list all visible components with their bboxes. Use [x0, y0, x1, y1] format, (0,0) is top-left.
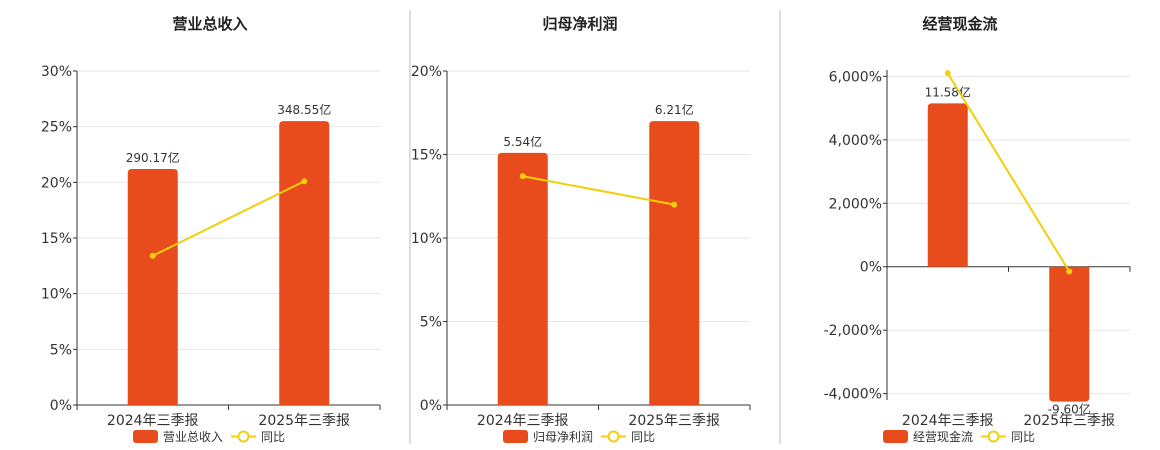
y-tick-label: -2,000% — [824, 323, 882, 339]
legend-line-marker — [237, 430, 250, 443]
bar[interactable] — [649, 121, 700, 405]
bar-data-label: 6.21亿 — [655, 102, 694, 117]
y-tick-label: 20% — [411, 64, 442, 80]
x-category-label: 2025年三季报 — [258, 413, 350, 429]
chart-title: 经营现金流 — [922, 15, 997, 33]
yoy-point[interactable] — [671, 201, 678, 208]
y-tick-label: 15% — [41, 231, 72, 247]
legend: 经营现金流 同比 — [883, 429, 1035, 444]
y-tick-label: 5% — [420, 315, 442, 331]
x-category-label: 2025年三季报 — [1023, 413, 1115, 429]
legend-line-marker — [607, 430, 620, 443]
x-category-label: 2024年三季报 — [477, 413, 569, 429]
chart-title: 归母净利润 — [542, 15, 617, 33]
bar[interactable] — [927, 103, 968, 267]
legend-line-label: 同比 — [631, 430, 655, 444]
legend: 营业总收入 同比 — [133, 430, 285, 444]
yoy-line — [946, 72, 1071, 273]
y-tick-label: 6,000% — [829, 69, 882, 85]
yoy-point[interactable] — [149, 252, 156, 259]
chart-panel-3: 经营现金流 -4,000% -2,000% 0% 2,000% 4,000% 6,000% 1… — [824, 15, 1131, 444]
legend-bar-label: 经营现金流 — [913, 429, 973, 444]
yoy-point[interactable] — [944, 70, 951, 77]
chart-panel-2: 归母净利润 0% 5% 10% 15% 20% 5.54亿 6.21亿 2024年三季报 2025… — [411, 15, 751, 444]
yoy-line — [522, 175, 675, 206]
y-tick-label: 0% — [420, 398, 442, 414]
y-tick-label: -4,000% — [824, 387, 882, 403]
x-category-label: 2024年三季报 — [107, 413, 199, 429]
yoy-point[interactable] — [301, 178, 308, 185]
y-tick-label: 10% — [411, 231, 442, 247]
bar[interactable] — [497, 152, 548, 405]
yoy-line — [152, 180, 305, 257]
legend-line-label: 同比 — [1011, 430, 1035, 444]
y-tick-label: 4,000% — [829, 133, 882, 149]
y-tick-label: 25% — [41, 120, 72, 136]
y-tick-label: 5% — [50, 342, 72, 358]
legend-line-label: 同比 — [261, 430, 285, 444]
y-tick-label: 0% — [860, 260, 882, 276]
y-tick-label: 0% — [50, 398, 72, 414]
bar[interactable] — [127, 168, 178, 405]
legend-bar-swatch[interactable] — [883, 430, 908, 443]
legend-bar-label: 归母净利润 — [533, 430, 593, 444]
bar[interactable] — [279, 121, 330, 405]
legend-bar-label: 营业总收入 — [163, 430, 223, 444]
bar-data-label: 11.58亿 — [925, 84, 971, 99]
y-tick-label: 20% — [41, 175, 72, 191]
bar-data-label: 5.54亿 — [503, 134, 542, 149]
y-tick-label: 10% — [41, 287, 72, 303]
chart-title: 营业总收入 — [172, 15, 247, 33]
bar-data-label: 348.55亿 — [277, 102, 331, 117]
legend-bar-swatch[interactable] — [503, 430, 528, 443]
legend: 归母净利润 同比 — [503, 430, 655, 444]
bar-data-label: 290.17亿 — [126, 150, 180, 165]
x-category-label: 2025年三季报 — [628, 413, 720, 429]
x-category-label: 2024年三季报 — [902, 413, 994, 429]
bar-data-label: -9.60亿 — [1048, 402, 1091, 417]
y-tick-label: 30% — [41, 64, 72, 80]
y-tick-label: 15% — [411, 148, 442, 164]
chart-panel-1: 营业总收入 0% 5% 10% 15% 20% 25% 30% 290.17亿 348.55亿 20… — [41, 15, 381, 444]
legend-line-marker — [987, 430, 1000, 443]
yoy-point[interactable] — [519, 173, 526, 180]
bar[interactable] — [1049, 266, 1090, 402]
legend-bar-swatch[interactable] — [133, 430, 158, 443]
y-tick-label: 2,000% — [829, 196, 882, 212]
yoy-point[interactable] — [1066, 268, 1073, 275]
